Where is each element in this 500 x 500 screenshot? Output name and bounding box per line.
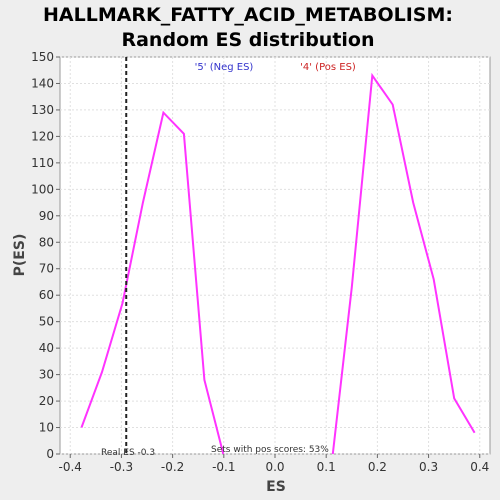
y-tick-label: 130 [31,103,54,117]
y-tick-label: 100 [31,182,54,196]
x-tick-label: 0.2 [368,460,387,474]
x-tick-label: -0.2 [161,460,184,474]
y-tick-label: 30 [39,368,54,382]
x-tick-label: -0.1 [212,460,235,474]
x-axis-ticks: -0.4 -0.3 -0.2 -0.1 0.0 0.1 0.2 0.3 0.4 [59,454,489,474]
x-axis-label: ES [266,479,286,495]
x-tick-label: -0.4 [59,460,82,474]
series-layer [80,72,476,455]
y-tick-label: 80 [39,235,54,249]
pos-scores-label: Sets with pos scores: 53% [211,445,329,455]
chart-title-line1: HALLMARK_FATTY_ACID_METABOLISM: [43,4,453,26]
x-tick-label: 0.1 [317,460,336,474]
y-tick-label: 60 [39,288,54,302]
chart-title-line2: Random ES distribution [121,29,374,51]
y-tick-label: 40 [39,341,54,355]
y-axis-ticks: 0 10 20 30 40 50 60 70 80 90 100 110 120 130 140 150 [31,50,60,461]
neg-es-legend: '5' (Neg ES) [195,62,254,73]
x-tick-label: 0.4 [470,460,489,474]
y-tick-label: 110 [31,156,54,170]
y-tick-label: 140 [31,76,54,90]
y-tick-label: 150 [31,50,54,64]
y-tick-label: 0 [46,447,54,461]
x-tick-label: -0.3 [110,460,133,474]
y-tick-label: 10 [39,421,54,435]
y-tick-label: 70 [39,262,54,276]
real-es-label: Real ES -0.3 [101,448,155,458]
distribution-line-2 [331,72,476,455]
y-tick-label: 20 [39,394,54,408]
y-tick-label: 90 [39,209,54,223]
y-tick-label: 120 [31,129,54,143]
y-tick-label: 50 [39,315,54,329]
y-axis-label: P(ES) [12,234,28,277]
pos-es-legend: '4' (Pos ES) [300,62,356,73]
x-tick-label: 0.0 [265,460,284,474]
distribution-line-1 [80,110,225,455]
x-tick-label: 0.3 [419,460,438,474]
